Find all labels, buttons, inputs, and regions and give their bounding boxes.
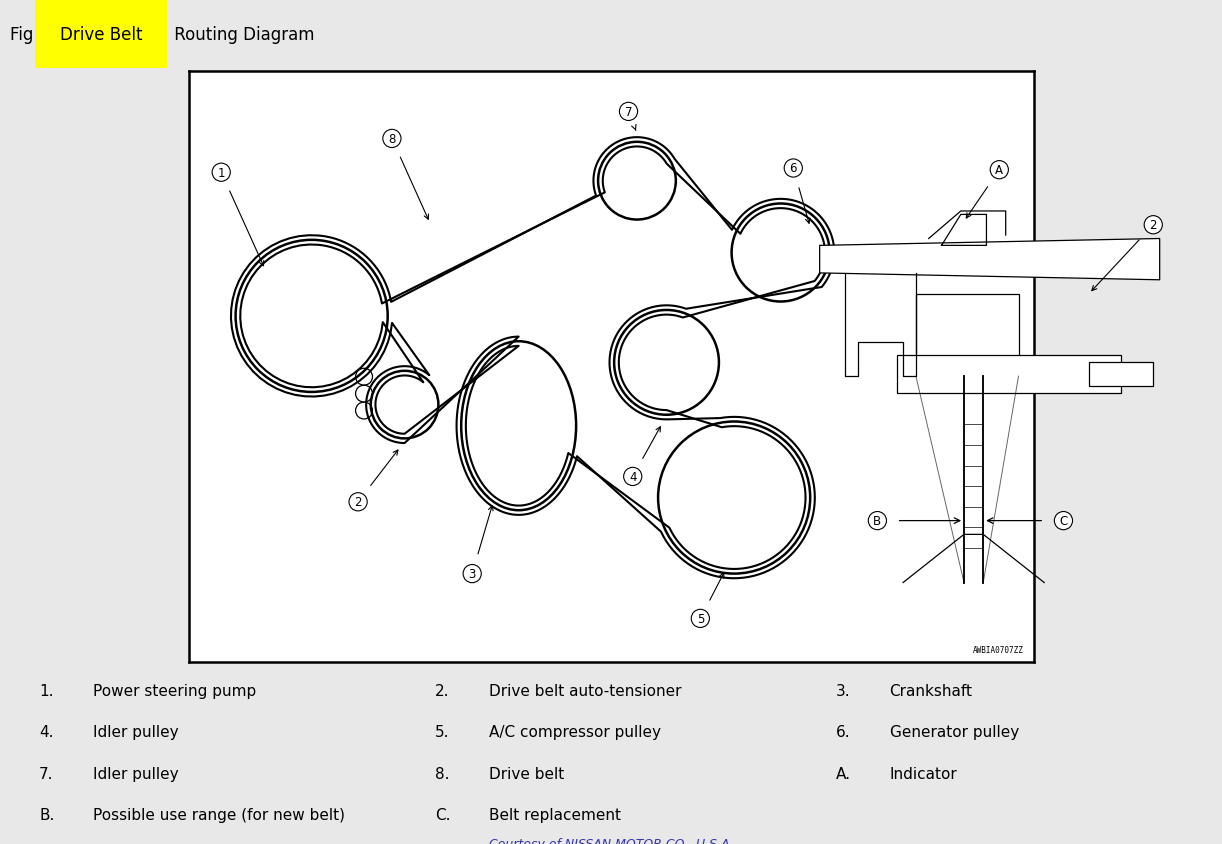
- Text: C.: C.: [435, 807, 451, 822]
- Text: 2: 2: [354, 451, 398, 509]
- Text: Belt replacement: Belt replacement: [489, 807, 621, 822]
- Text: 6.: 6.: [836, 724, 851, 739]
- Text: A.: A.: [836, 766, 851, 781]
- Bar: [897, 356, 1122, 394]
- Polygon shape: [820, 239, 1160, 280]
- Text: B.: B.: [39, 807, 55, 822]
- Text: Indicator: Indicator: [890, 766, 957, 781]
- Text: 7: 7: [624, 106, 635, 132]
- Text: Routing Diagram: Routing Diagram: [169, 26, 314, 44]
- Text: Crankshaft: Crankshaft: [890, 683, 973, 698]
- Text: A: A: [967, 164, 1003, 219]
- Text: Drive belt auto-tensioner: Drive belt auto-tensioner: [489, 683, 682, 698]
- Text: 5.: 5.: [435, 724, 450, 739]
- Text: Fig 1:: Fig 1:: [10, 26, 60, 44]
- Text: Drive Belt: Drive Belt: [60, 26, 143, 44]
- Text: 5: 5: [697, 573, 723, 625]
- Bar: [1089, 363, 1154, 387]
- Text: 3: 3: [468, 506, 494, 581]
- Text: 8.: 8.: [435, 766, 450, 781]
- Text: 1: 1: [218, 166, 264, 267]
- Text: 8: 8: [389, 133, 429, 220]
- Text: Drive belt: Drive belt: [489, 766, 565, 781]
- Bar: [916, 295, 1019, 376]
- Text: 4.: 4.: [39, 724, 54, 739]
- Text: 2.: 2.: [435, 683, 450, 698]
- Text: Power steering pump: Power steering pump: [93, 683, 257, 698]
- Text: Idler pulley: Idler pulley: [93, 766, 178, 781]
- Text: 6: 6: [789, 162, 810, 224]
- Text: Possible use range (for new belt): Possible use range (for new belt): [93, 807, 345, 822]
- Text: C: C: [1059, 515, 1068, 528]
- Text: Courtesy of NISSAN MOTOR CO., U.S.A.: Courtesy of NISSAN MOTOR CO., U.S.A.: [489, 837, 733, 844]
- Text: Generator pulley: Generator pulley: [890, 724, 1019, 739]
- Text: A/C compressor pulley: A/C compressor pulley: [489, 724, 661, 739]
- Text: 7.: 7.: [39, 766, 54, 781]
- Text: AWBIA0707ZZ: AWBIA0707ZZ: [973, 645, 1024, 654]
- Text: 4: 4: [629, 427, 660, 484]
- Text: B: B: [874, 515, 881, 528]
- Text: 2: 2: [1091, 219, 1157, 291]
- Text: 1.: 1.: [39, 683, 54, 698]
- Text: Idler pulley: Idler pulley: [93, 724, 178, 739]
- Text: 3.: 3.: [836, 683, 851, 698]
